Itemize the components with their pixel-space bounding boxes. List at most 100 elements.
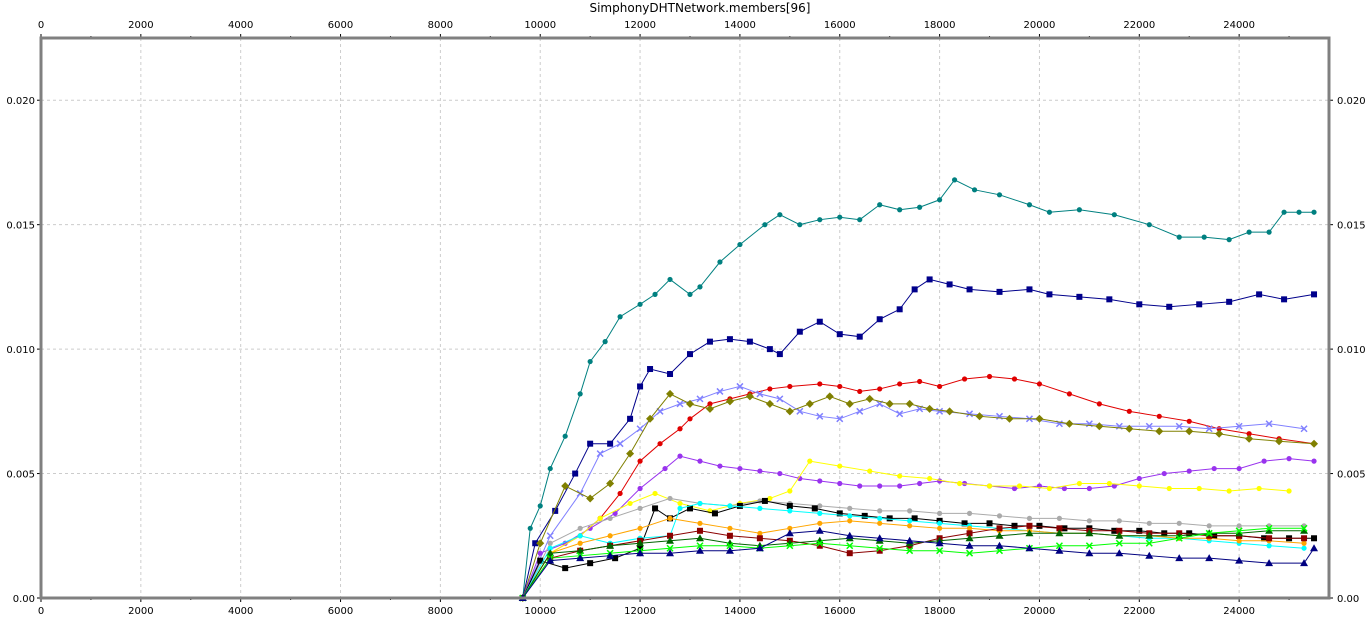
y-tick-label: 0.015: [6, 221, 35, 232]
data-point: [1236, 465, 1242, 472]
data-point: [885, 399, 894, 408]
data-point: [897, 381, 903, 387]
data-point: [837, 214, 843, 220]
data-point: [787, 488, 793, 494]
data-point: [1196, 485, 1202, 492]
data-point: [1055, 529, 1064, 537]
data-point: [817, 478, 823, 484]
data-point: [647, 366, 654, 373]
data-point: [917, 378, 923, 385]
data-point: [527, 525, 533, 531]
data-point: [685, 399, 694, 408]
data-point: [1085, 549, 1094, 557]
data-point: [1245, 434, 1254, 443]
data-point: [956, 480, 963, 487]
x-tick-label: 4000: [228, 606, 253, 617]
data-point: [637, 383, 644, 390]
series-line: [522, 455, 1315, 599]
data-point: [666, 389, 675, 398]
data-point: [737, 465, 743, 472]
data-point: [727, 525, 733, 531]
x-tick-label: 10000: [524, 606, 556, 617]
data-point: [876, 547, 883, 554]
series-line: [522, 460, 1290, 599]
data-point: [667, 532, 674, 539]
series-5: [520, 453, 1317, 601]
data-point: [577, 525, 583, 531]
data-point: [1256, 291, 1263, 298]
data-point: [817, 217, 823, 223]
data-point: [757, 530, 763, 536]
data-point: [546, 549, 555, 557]
data-point: [637, 525, 643, 531]
data-point: [966, 510, 973, 516]
data-point: [937, 383, 943, 390]
data-point: [811, 505, 818, 512]
data-point: [1145, 531, 1154, 539]
data-point: [546, 532, 554, 540]
data-point: [816, 318, 823, 325]
y-tick-label: 0.00: [13, 594, 35, 605]
data-point: [857, 388, 863, 395]
data-point: [576, 554, 585, 562]
data-point: [606, 541, 615, 549]
data-point: [666, 536, 675, 544]
x-tick-label: 2000: [128, 606, 153, 617]
y-tick-label-right: 0.00: [1337, 594, 1359, 605]
data-point: [652, 505, 659, 512]
data-point: [562, 433, 568, 439]
data-point: [652, 291, 658, 297]
data-point: [726, 336, 733, 343]
data-point: [966, 530, 973, 537]
data-point: [1026, 286, 1033, 293]
data-point: [1046, 291, 1053, 298]
data-point: [756, 535, 763, 542]
data-point: [705, 404, 714, 413]
data-point: [926, 276, 933, 283]
data-point: [857, 483, 863, 489]
data-point: [696, 542, 704, 550]
data-point: [547, 465, 553, 472]
data-point: [1035, 414, 1044, 423]
data-point: [897, 207, 903, 213]
data-point: [951, 177, 958, 183]
data-point: [572, 470, 579, 477]
x-tick-label: 18000: [924, 606, 956, 617]
data-point: [877, 515, 883, 521]
data-point: [1136, 483, 1142, 489]
data-point: [877, 483, 883, 489]
data-point: [756, 390, 764, 398]
data-point: [726, 542, 734, 550]
data-point: [927, 475, 933, 482]
data-point: [736, 382, 744, 390]
data-point: [965, 534, 974, 542]
data-point: [1145, 422, 1153, 430]
data-point: [1246, 229, 1252, 235]
x-tick-label: 6000: [328, 606, 353, 617]
data-point: [1086, 485, 1092, 492]
data-point: [627, 500, 633, 507]
data-point: [917, 480, 923, 487]
data-point: [636, 425, 644, 433]
data-point: [897, 483, 903, 489]
data-point: [537, 503, 543, 509]
data-point: [687, 416, 693, 422]
series-4: [518, 389, 1319, 602]
data-point: [1186, 418, 1192, 424]
data-point: [877, 508, 883, 514]
data-point: [1196, 301, 1203, 308]
data-point: [761, 497, 768, 504]
data-point: [1235, 556, 1244, 564]
data-point: [1205, 425, 1213, 433]
data-point: [867, 468, 873, 474]
data-point: [1311, 209, 1317, 215]
data-point: [937, 520, 943, 526]
data-point: [1176, 234, 1182, 240]
data-point: [767, 495, 773, 502]
data-point: [1011, 522, 1018, 529]
data-point: [711, 510, 718, 517]
data-point: [1166, 303, 1173, 310]
data-point: [1215, 429, 1224, 438]
data-point: [677, 426, 683, 432]
data-point: [686, 351, 693, 358]
